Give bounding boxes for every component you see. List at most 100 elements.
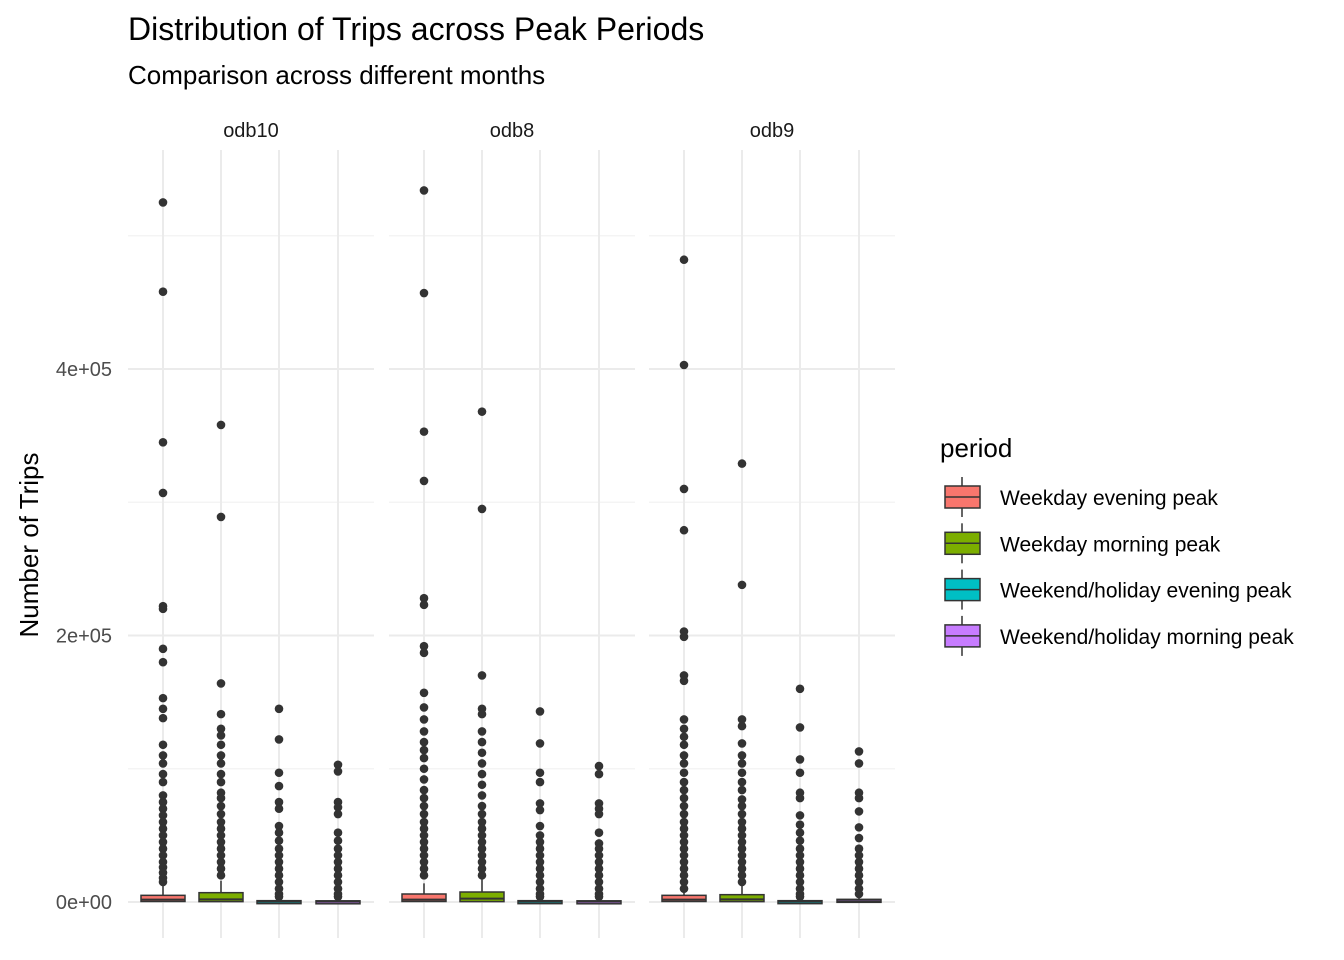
outlier-point <box>679 877 689 887</box>
outlier-point <box>419 648 429 658</box>
outlier-point <box>274 797 284 807</box>
legend-entry: Weekend/holiday evening peak <box>944 569 1292 610</box>
outlier-point <box>795 723 805 732</box>
facet-panel-odb10: odb10 <box>128 120 374 938</box>
outlier-point <box>274 821 284 831</box>
outlier-point <box>679 740 689 750</box>
outlier-point <box>216 871 226 880</box>
legend-label: Weekday evening peak <box>1000 487 1218 510</box>
outlier-point <box>737 877 747 887</box>
outlier-point <box>419 288 429 298</box>
outlier-point <box>419 745 429 755</box>
outlier-point <box>333 851 343 860</box>
outlier-point <box>535 777 545 787</box>
outlier-point <box>419 737 429 747</box>
outlier-point <box>594 851 604 860</box>
outlier-point <box>158 704 168 714</box>
outlier-point <box>216 824 226 834</box>
outlier-point <box>737 795 747 804</box>
outlier-point <box>795 755 805 764</box>
outlier-point <box>419 764 429 774</box>
outlier-point <box>737 768 747 778</box>
outlier-point <box>274 836 284 846</box>
outlier-point <box>216 831 226 840</box>
outlier-point <box>535 805 545 815</box>
facet-panels: odb10 odb8 odb9 <box>128 120 895 938</box>
outlier-point <box>216 864 226 873</box>
outlier-point <box>216 809 226 819</box>
outlier-point <box>274 768 284 778</box>
outlier-point <box>333 760 343 770</box>
legend-entries: Weekday evening peak Weekday morning peak… <box>944 477 1294 656</box>
outlier-point <box>419 715 429 724</box>
outlier-point <box>679 751 689 760</box>
outlier-point <box>274 804 284 814</box>
outlier-point <box>854 823 864 832</box>
boxplot-2 <box>256 704 302 905</box>
outlier-point <box>535 799 545 808</box>
outlier-point <box>679 777 689 787</box>
outlier-point <box>737 759 747 768</box>
outlier-point <box>477 709 487 719</box>
outlier-point <box>679 360 689 370</box>
outlier-point <box>419 727 429 736</box>
outlier-point <box>679 768 689 778</box>
outlier-point <box>737 851 747 860</box>
outlier-point <box>737 580 747 590</box>
outlier-point <box>216 512 226 522</box>
outlier-point <box>477 407 487 416</box>
outlier-point <box>158 488 168 498</box>
outlier-point <box>679 484 689 494</box>
boxplot-3 <box>836 747 882 904</box>
boxplot-0 <box>661 255 707 903</box>
outlier-point <box>535 871 545 880</box>
outlier-point <box>737 831 747 840</box>
outlier-point <box>737 824 747 834</box>
outlier-point <box>419 809 429 819</box>
outlier-point <box>477 831 487 840</box>
outlier-point <box>854 807 864 816</box>
outlier-point <box>679 844 689 853</box>
outlier-point <box>158 644 168 654</box>
legend-entry: Weekday morning peak <box>944 523 1221 564</box>
boxplot-2 <box>517 707 563 905</box>
boxplot-2 <box>777 684 823 905</box>
outlier-point <box>158 824 168 834</box>
outlier-point <box>419 775 429 784</box>
outlier-point <box>158 851 168 860</box>
outlier-point <box>419 476 429 486</box>
outlier-point <box>158 740 168 750</box>
legend-label: Weekend/holiday evening peak <box>1000 580 1292 603</box>
outlier-point <box>679 676 689 686</box>
outlier-point <box>679 632 689 642</box>
outlier-point <box>477 671 487 680</box>
outlier-point <box>158 791 168 800</box>
legend-label: Weekend/holiday morning peak <box>1000 626 1294 649</box>
outlier-point <box>535 831 545 840</box>
outlier-point <box>158 837 168 847</box>
outlier-point <box>737 857 747 867</box>
outlier-point <box>419 844 429 853</box>
outlier-point <box>737 864 747 873</box>
outlier-point <box>158 287 168 297</box>
outlier-point <box>158 877 168 887</box>
outlier-point <box>594 871 604 880</box>
outlier-point <box>158 804 168 814</box>
outlier-point <box>477 824 487 834</box>
outlier-point <box>419 793 429 803</box>
boxplot-0 <box>140 198 186 903</box>
outlier-point <box>737 844 747 853</box>
outlier-point <box>216 709 226 719</box>
outlier-point <box>158 797 168 807</box>
y-axis-title: Number of Trips <box>14 453 44 638</box>
outlier-point <box>419 824 429 834</box>
outlier-point <box>477 737 487 747</box>
outlier-point <box>535 892 545 901</box>
box-body <box>459 891 505 903</box>
outlier-point <box>333 864 343 873</box>
outlier-point <box>216 837 226 847</box>
outlier-point <box>737 871 747 880</box>
outlier-point <box>158 759 168 768</box>
facet-strip-label: odb9 <box>750 120 795 142</box>
